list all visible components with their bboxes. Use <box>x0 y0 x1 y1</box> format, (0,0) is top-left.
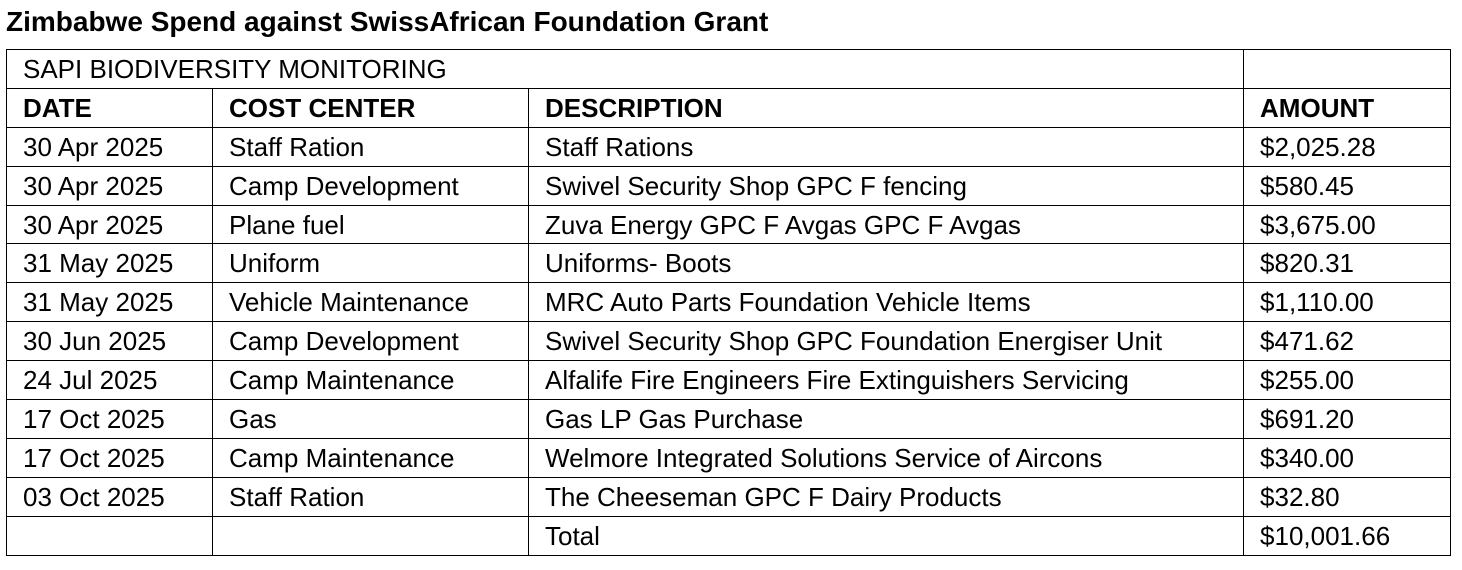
cell-amount: $2,025.28 <box>1243 126 1452 167</box>
cell-cost-center: Camp Maintenance <box>212 360 529 401</box>
cell-cost-center: Uniform <box>212 243 529 284</box>
cell-date: 30 Apr 2025 <box>6 165 213 206</box>
cell-description: MRC Auto Parts Foundation Vehicle Items <box>527 282 1245 323</box>
cell-date: 30 Jun 2025 <box>6 321 213 362</box>
cell-amount: $3,675.00 <box>1243 204 1452 245</box>
table-row: 30 Apr 2025 Plane fuel Zuva Energy GPC F … <box>6 204 1452 245</box>
total-amount: $10,001.66 <box>1243 515 1452 556</box>
cell-amount: $691.20 <box>1243 399 1452 439</box>
cell-date: 17 Oct 2025 <box>6 399 213 439</box>
section-row: SAPI BIODIVERSITY MONITORING <box>5 49 1452 89</box>
cell-cost-center: Plane fuel <box>212 204 529 245</box>
table-row: 31 May 2025 Uniform Uniforms- Boots $820.31 <box>6 243 1452 284</box>
cell-description: Gas LP Gas Purchase <box>527 399 1245 439</box>
section-empty-cell <box>1243 49 1452 89</box>
cell-amount: $255.00 <box>1243 360 1452 401</box>
cell-date: 31 May 2025 <box>6 282 213 323</box>
cell-amount: $32.80 <box>1243 476 1452 517</box>
spend-table: SAPI BIODIVERSITY MONITORING DATE COST C… <box>5 49 1452 556</box>
section-title: SAPI BIODIVERSITY MONITORING <box>5 49 1245 89</box>
cell-cost-center: Camp Development <box>212 165 529 206</box>
cell-amount: $580.45 <box>1243 165 1452 206</box>
cell-cost-center: Gas <box>212 399 529 439</box>
document-title: Zimbabwe Spend against SwissAfrican Foun… <box>6 6 769 37</box>
header-description: DESCRIPTION <box>527 87 1245 128</box>
total-empty-cell <box>6 515 213 556</box>
cell-date: 30 Apr 2025 <box>6 126 213 167</box>
cell-amount: $340.00 <box>1243 437 1452 478</box>
spend-table-body: SAPI BIODIVERSITY MONITORING DATE COST C… <box>5 49 1452 556</box>
table-row: 30 Jun 2025 Camp Development Swivel Securi… <box>6 321 1452 362</box>
cell-description: The Cheeseman GPC F Dairy Products <box>527 476 1245 517</box>
cell-cost-center: Staff Ration <box>212 126 529 167</box>
cell-description: Alfalife Fire Engineers Fire Extinguishe… <box>527 360 1245 401</box>
table-row: 17 Oct 2025 Gas Gas LP Gas Purchase $691.20 <box>6 399 1452 439</box>
header-row: DATE COST CENTER DESCRIPTION AMOUNT <box>6 87 1452 128</box>
table-row: 30 Apr 2025 Staff Ration Staff Rations $2,0… <box>6 126 1452 167</box>
cell-amount: $820.31 <box>1243 243 1452 284</box>
cell-date: 24 Jul 2025 <box>6 360 213 401</box>
cell-date: 17 Oct 2025 <box>6 437 213 478</box>
cell-description: Swivel Security Shop GPC F fencing <box>527 165 1245 206</box>
cell-amount: $471.62 <box>1243 321 1452 362</box>
cell-amount: $1,110.00 <box>1243 282 1452 323</box>
header-amount: AMOUNT <box>1243 87 1452 128</box>
cell-description: Uniforms- Boots <box>527 243 1245 284</box>
cell-cost-center: Camp Maintenance <box>212 437 529 478</box>
header-cost-center: COST CENTER <box>212 87 529 128</box>
table-row: 03 Oct 2025 Staff Ration The Cheeseman GPC… <box>6 476 1452 517</box>
cell-cost-center: Staff Ration <box>212 476 529 517</box>
cell-description: Swivel Security Shop GPC Foundation Ener… <box>527 321 1245 362</box>
table-row: 30 Apr 2025 Camp Development Swivel Securi… <box>6 165 1452 206</box>
header-date: DATE <box>6 87 213 128</box>
total-row: Total $10,001.66 <box>6 515 1452 556</box>
cell-description: Staff Rations <box>527 126 1245 167</box>
cell-date: 03 Oct 2025 <box>6 476 213 517</box>
cell-description: Welmore Integrated Solutions Service of … <box>527 437 1245 478</box>
total-empty-cell <box>212 515 529 556</box>
cell-date: 31 May 2025 <box>6 243 213 284</box>
table-row: 24 Jul 2025 Camp Maintenance Alfalife Fire… <box>6 360 1452 401</box>
table-row: 31 May 2025 Vehicle Maintenance MRC Auto P… <box>6 282 1452 323</box>
table-row: 17 Oct 2025 Camp Maintenance Welmore Integ… <box>6 437 1452 478</box>
cell-cost-center: Vehicle Maintenance <box>212 282 529 323</box>
cell-date: 30 Apr 2025 <box>6 204 213 245</box>
cell-cost-center: Camp Development <box>212 321 529 362</box>
cell-description: Zuva Energy GPC F Avgas GPC F Avgas <box>527 204 1245 245</box>
total-label: Total <box>527 515 1245 556</box>
